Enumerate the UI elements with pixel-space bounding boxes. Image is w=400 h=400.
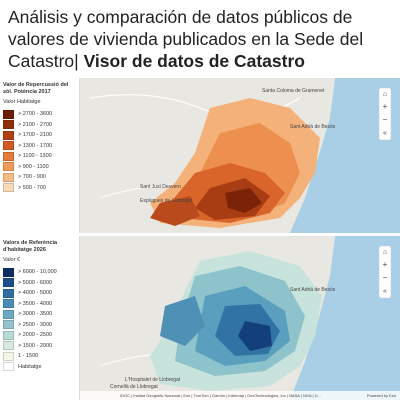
legend-label: > 4000 - 5000	[18, 290, 53, 297]
legend-subtitle: Valor Habitatge	[3, 99, 41, 105]
zoom-out[interactable]: −	[383, 273, 388, 282]
legend: Valor de Repercussió del sòl. Potència 2…	[0, 78, 80, 233]
legend-label: > 1100 - 1300	[18, 153, 52, 160]
legend-item: > 500 - 700	[3, 183, 76, 194]
legend-swatch	[3, 151, 14, 161]
legend-item: > 2500 - 3000	[3, 320, 76, 331]
zoom-in[interactable]: +	[383, 260, 388, 269]
legend-label: > 2000 - 2500	[18, 332, 53, 339]
legend-label: > 6000 - 10,000	[18, 269, 57, 276]
legend-item: 1 - 1500	[3, 351, 76, 362]
legend-item: > 900 - 1100	[3, 162, 76, 173]
legend-swatch	[3, 278, 14, 288]
place-label: Esplugues de Llobregat	[140, 198, 193, 204]
legend-label: > 900 - 1100	[18, 163, 49, 170]
legend-swatch	[3, 183, 14, 193]
legend-swatch	[3, 320, 14, 330]
legend-swatch	[3, 330, 14, 340]
legend-swatch	[3, 130, 14, 140]
legend-item: > 5000 - 6000	[3, 278, 76, 289]
legend-item: > 1500 - 2000	[3, 341, 76, 352]
legend-label: > 500 - 700	[18, 184, 46, 191]
legend-title: Valors de Referència d'habitatge 2026	[3, 240, 58, 253]
title-bold: Visor de datos de Catastro	[83, 51, 305, 71]
legend-item: > 2000 - 2500	[3, 330, 76, 341]
place-label: Sant Just Desvern	[140, 184, 181, 190]
legend: Valors de Referència d'habitatge 2026 Val…	[0, 236, 80, 400]
legend-label: > 1500 - 2000	[18, 342, 53, 349]
legend-swatch	[3, 172, 14, 182]
legend-item: > 4000 - 5000	[3, 288, 76, 299]
zoom-controls: ⌂ + − «	[378, 245, 392, 299]
legend-label: > 3500 - 4000	[18, 300, 53, 307]
legend-swatch	[3, 309, 14, 319]
map-panel[interactable]: Santa Coloma de Gramenet Sant Adrià de B…	[0, 78, 400, 233]
place-label: Sant Adrià de Besòs	[290, 287, 336, 293]
legend-label: > 2700 - 3600	[18, 111, 53, 118]
legend-item: > 3000 - 3500	[3, 309, 76, 320]
zoom-controls: ⌂ + − «	[378, 87, 392, 141]
collapse[interactable]: «	[383, 130, 387, 137]
legend-title: Valor de Repercussió del sòl. Potència 2…	[3, 82, 69, 95]
legend-item: Habitatge	[3, 362, 76, 373]
legend-item: > 2100 - 2700	[3, 120, 76, 131]
legend-label: > 3000 - 3500	[18, 311, 53, 318]
legend-swatch	[3, 351, 14, 361]
legend-swatch	[3, 162, 14, 172]
legend-swatch	[3, 141, 14, 151]
legend-item: > 2700 - 3600	[3, 109, 76, 120]
legend-swatch	[3, 288, 14, 298]
home-button[interactable]: ⌂	[383, 91, 387, 98]
place-label: Cornellà de Llobregat	[110, 384, 158, 390]
place-label: L'Hospitalet de Llobregat	[125, 377, 181, 383]
legend-label: > 5000 - 6000	[18, 279, 53, 286]
legend-label: 1 - 1500	[18, 353, 39, 360]
legend-label: > 1300 - 1700	[18, 142, 53, 149]
legend-swatch	[3, 362, 14, 372]
legend-subtitle: Valor €	[3, 257, 21, 263]
place-label: Santa Coloma de Gramenet	[262, 88, 325, 94]
collapse[interactable]: «	[383, 288, 387, 295]
legend-item: > 1700 - 2100	[3, 130, 76, 141]
page-title: Análisis y comparación de datos públicos…	[8, 6, 396, 72]
place-label: Sant Adrià de Besòs	[290, 124, 336, 130]
home-button[interactable]: ⌂	[383, 249, 387, 256]
legend-swatch	[3, 267, 14, 277]
legend-item: > 700 - 900	[3, 172, 76, 183]
title-text: Análisis y comparación de datos públicos…	[8, 7, 364, 71]
powered-by[interactable]: Powered by Esri	[367, 393, 396, 398]
zoom-out[interactable]: −	[383, 115, 388, 124]
zoom-in[interactable]: +	[383, 102, 388, 111]
attribution: IDGC | Institut Geogràfic Nacional | Esr…	[120, 393, 321, 398]
legend-label: > 2500 - 3000	[18, 321, 53, 328]
legend-label: Habitatge	[18, 363, 42, 370]
legend-swatch	[3, 299, 14, 309]
legend-label: > 1700 - 2100	[18, 132, 53, 139]
map-panel[interactable]: Sant Adrià de Besòs L'Hospitalet de Llob…	[0, 236, 400, 400]
legend-swatch	[3, 341, 14, 351]
legend-item: > 6000 - 10,000	[3, 267, 76, 278]
legend-label: > 700 - 900	[18, 174, 46, 181]
legend-item: > 1300 - 1700	[3, 141, 76, 152]
legend-item: > 1100 - 1300	[3, 151, 76, 162]
legend-label: > 2100 - 2700	[18, 121, 53, 128]
legend-item: > 3500 - 4000	[3, 299, 76, 310]
legend-swatch	[3, 120, 14, 130]
legend-swatch	[3, 109, 14, 119]
